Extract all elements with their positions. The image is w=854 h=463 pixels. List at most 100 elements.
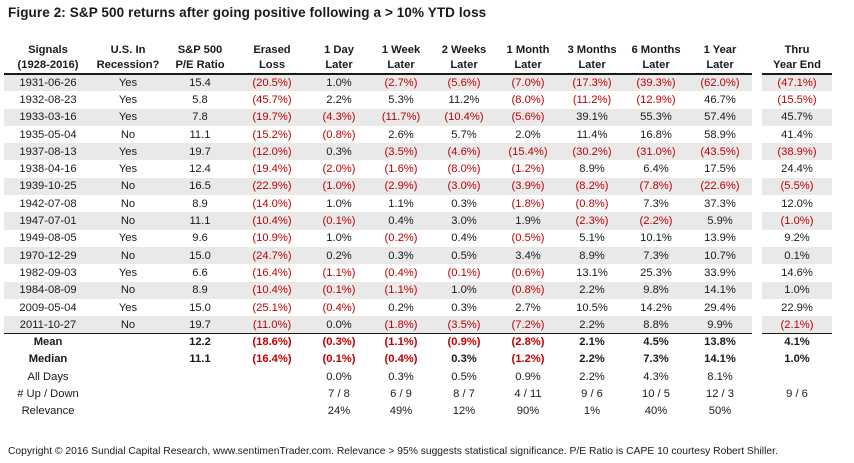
table-row: 1939-10-25 No 16.5 (22.9%) (1.0%) (2.9%) (3.0%… — [4, 177, 832, 196]
table-cell: 1.0% — [326, 197, 352, 210]
table-cell: 40% — [644, 405, 668, 418]
table-cell: (11.0%) — [236, 316, 308, 334]
gap-cell — [752, 299, 762, 316]
column-header-line: 1 Day — [324, 44, 354, 56]
column-header: 1 Day Later — [308, 40, 370, 75]
table-cell: (10.4%) — [236, 212, 308, 230]
table-cell: Yes — [92, 108, 164, 126]
table-cell: (11.7%) — [370, 108, 432, 126]
table-cell: 10 / 5 — [642, 387, 670, 400]
column-header: 6 Months Later — [624, 40, 688, 75]
table-row: 1937-08-13 Yes 19.7 (12.0%) 0.3% (3.5%) (4.6%)… — [4, 143, 832, 161]
table-cell: 0.1% — [762, 246, 832, 265]
table-cell: 5.3% — [388, 93, 414, 106]
gap-cell — [752, 160, 762, 177]
table-cell: 0.5% — [432, 246, 496, 265]
column-header-line: Erased — [253, 44, 291, 56]
table-cell: 0.3% — [370, 246, 432, 265]
table-row: 1935-05-04 No 11.1 (15.2%) (0.8%) 2.6% 5.7% 2.0… — [4, 126, 832, 143]
figure-title: Figure 2: S&P 500 returns after going po… — [8, 5, 487, 20]
table-cell — [164, 368, 236, 385]
table-cell — [92, 403, 164, 420]
table-cell: 2011-10-27 — [4, 316, 92, 334]
table-cell: (2.2%) — [624, 212, 688, 230]
column-header-line: 6 Months — [631, 44, 681, 56]
table-cell: (20.5%) — [236, 74, 308, 92]
table-cell: 5.7% — [451, 128, 477, 141]
table-cell: (15.5%) — [777, 93, 817, 106]
table-cell: (39.3%) — [624, 74, 688, 92]
column-header-line: 1 Year — [703, 44, 737, 56]
table-cell: (16.4%) — [252, 266, 292, 279]
gap-cell — [752, 351, 762, 368]
gap-cell — [752, 368, 762, 385]
table-cell: (11.2%) — [572, 93, 612, 106]
table-cell: 15.0 — [164, 246, 236, 265]
table-cell: 7.8 — [164, 108, 236, 126]
table-cell: (1.2%) — [511, 163, 545, 176]
table-cell: (0.1%) — [308, 212, 370, 230]
gap-cell — [752, 40, 762, 74]
table-cell: 17.5% — [704, 163, 736, 176]
stat-row: Median 11.1 (16.4%) (0.1%) (0.4%) 0.3% (1.2%) 2… — [4, 351, 832, 368]
table-cell: 1.0% — [432, 281, 496, 299]
table-cell: (12.9%) — [636, 93, 676, 106]
table-cell: (7.8%) — [624, 177, 688, 196]
table-cell: 9.6 — [192, 232, 208, 245]
table-cell: 2.0% — [515, 128, 541, 141]
summary-row: Relevance 24% 49% 12% 90% 1% 40% 50% — [4, 403, 832, 420]
table-row: 1938-04-16 Yes 12.4 (19.4%) (2.0%) (1.6%) (8.0… — [4, 160, 832, 177]
table-cell: 8.8% — [624, 316, 688, 334]
table-row: 1931-06-26 Yes 15.4 (20.5%) 1.0% (2.7%) (5.6%)… — [4, 74, 832, 92]
table-cell: 1970-12-29 — [4, 246, 92, 265]
column-header-line: S&P 500 — [177, 44, 223, 56]
table-cell — [762, 403, 832, 420]
column-header: Erased Loss — [236, 40, 308, 75]
column-header: 1 Week Later — [370, 40, 432, 75]
table-cell: (1.0%) — [308, 177, 370, 196]
column-header-line: Thru — [784, 44, 810, 56]
table-cell: 1947-07-01 — [4, 212, 92, 230]
table-cell: 6 / 9 — [390, 387, 412, 400]
table-cell: 2009-05-04 — [19, 301, 77, 314]
table-cell — [92, 332, 164, 351]
table-cell: (1.0%) — [762, 212, 832, 230]
table-cell: 13.1% — [576, 266, 608, 279]
table-cell: (1.2%) — [511, 353, 545, 366]
table-cell: 12.0% — [781, 197, 813, 210]
table-cell: 14.1% — [704, 353, 736, 366]
table-cell: 14.6% — [781, 266, 813, 279]
table-cell: (4.6%) — [432, 143, 496, 161]
table-cell: (3.0%) — [432, 177, 496, 196]
table-cell: 14.2% — [640, 301, 672, 314]
table-cell: (15.4%) — [496, 143, 560, 161]
table-cell: 50% — [708, 405, 732, 418]
gap-cell — [752, 91, 762, 108]
column-header-line: Later — [642, 59, 670, 71]
table-cell: 1.0% — [308, 74, 370, 92]
table-cell: (8.0%) — [511, 93, 545, 106]
table-cell: (2.3%) — [560, 212, 624, 230]
table-cell: 19.7 — [164, 143, 236, 161]
table-cell: 15.0 — [189, 301, 211, 314]
table-cell: (0.1%) — [322, 353, 356, 366]
table-cell: (0.8%) — [496, 281, 560, 299]
table-row: 2009-05-04 Yes 15.0 (25.1%) (0.4%) 0.2% 0.3% 2.… — [4, 299, 832, 316]
column-header: 3 Months Later — [560, 40, 624, 75]
table-cell: Yes — [118, 301, 138, 314]
table-cell: (0.4%) — [384, 266, 418, 279]
table-cell: Yes — [118, 93, 138, 106]
table-cell: 1935-05-04 — [19, 128, 77, 141]
table-cell — [92, 351, 164, 368]
table-cell: (1.1%) — [370, 332, 432, 351]
column-header: 1 Month Later — [496, 40, 560, 75]
table-cell: 2.1% — [560, 332, 624, 351]
table-cell: (1.1%) — [370, 281, 432, 299]
table-cell — [92, 385, 164, 402]
table-cell: (0.1%) — [308, 281, 370, 299]
gap-cell — [752, 403, 762, 420]
table-cell: 3.0% — [432, 212, 496, 230]
column-header-line: 3 Months — [567, 44, 617, 56]
table-cell: 45.7% — [762, 108, 832, 126]
table-cell: 12.4 — [189, 163, 211, 176]
